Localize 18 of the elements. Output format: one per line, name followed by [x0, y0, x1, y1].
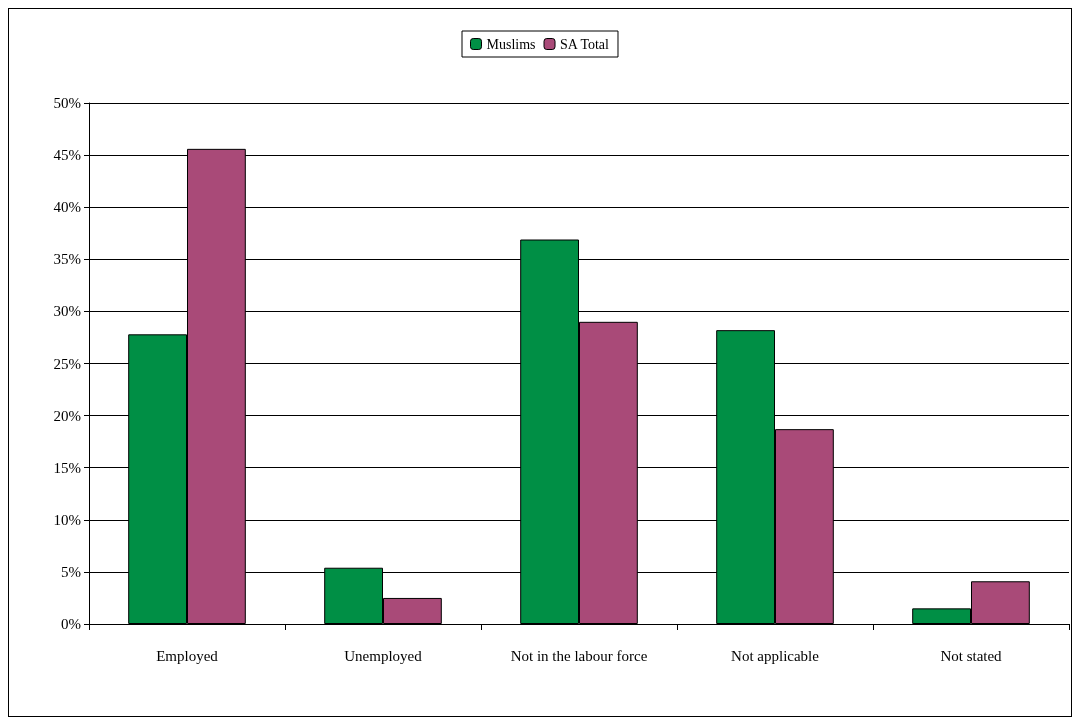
y-tick-label: 20% [53, 407, 81, 424]
x-tick-label: Not in the labour force [510, 648, 648, 664]
y-tick-label: 15% [53, 459, 81, 476]
x-tick-label: Not applicable [731, 648, 820, 664]
y-tick-label: 35% [53, 251, 81, 268]
y-tick-label: 25% [53, 355, 81, 372]
y-tick-label: 0% [61, 616, 81, 632]
x-tick-label: Unemployed [344, 648, 423, 664]
y-tick-label: 10% [53, 511, 81, 528]
legend-label: Muslims [486, 36, 536, 52]
x-tick-label: Not stated [940, 648, 1003, 664]
y-tick-label: 50% [53, 95, 81, 111]
y-tick-label: 5% [61, 563, 81, 580]
y-tick-label: 30% [53, 303, 81, 320]
legend-label: SA Total [560, 36, 610, 52]
y-tick-label: 40% [53, 199, 81, 216]
y-tick-label: 45% [53, 147, 81, 164]
x-tick-label: Employed [156, 648, 219, 664]
